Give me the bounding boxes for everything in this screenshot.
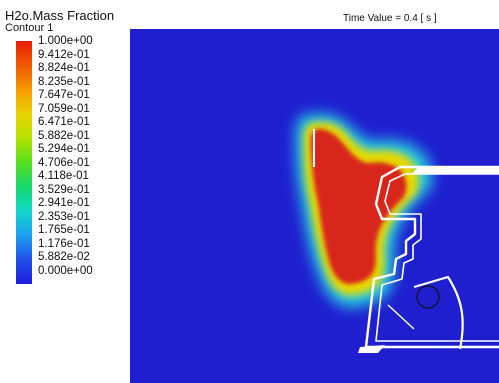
legend-tick-label: 1.176e-01	[38, 237, 90, 250]
legend-tick-label: 1.765e-01	[38, 224, 90, 236]
legend-tick-label: 0.000e+00	[38, 264, 93, 277]
inlet-wall	[313, 129, 315, 167]
concentration-plume	[295, 113, 432, 308]
legend-tick-label: 5.882e-01	[38, 129, 90, 142]
legend-tick-label: 1.000e+00	[38, 35, 93, 47]
legend-tick-label: 8.235e-01	[38, 75, 90, 88]
legend-tick-label: 3.529e-01	[38, 183, 90, 196]
geometry-outline	[359, 165, 499, 350]
legend-tick-label: 4.706e-01	[38, 156, 90, 169]
contour-plot[interactable]	[130, 29, 499, 383]
legend-tick-label: 8.824e-01	[38, 62, 90, 74]
legend-color-bar	[16, 41, 32, 284]
legend-tick-label: 7.059e-01	[38, 102, 90, 115]
time-value-label: Time Value = 0.4 [ s ]	[343, 13, 437, 24]
legend-tick-label: 7.647e-01	[38, 89, 90, 101]
legend-tick-label: 6.471e-01	[38, 116, 90, 128]
legend-labels: 1.000e+00 9.412e-01 8.824e-01 8.235e-01 7.64…	[38, 35, 93, 278]
wall-strips	[313, 129, 499, 353]
legend-tick-label: 4.118e-01	[38, 170, 89, 182]
plume-inner-layer	[310, 128, 407, 285]
contour-label: Contour 1	[5, 22, 54, 34]
contour-title: H2o.Mass Fraction Contour 1	[5, 9, 114, 34]
contour-plot-canvas	[295, 113, 499, 353]
legend-tick-label: 2.353e-01	[38, 210, 90, 223]
legend-tick-label: 9.412e-01	[38, 48, 90, 61]
variable-title: H2o.Mass Fraction	[5, 8, 115, 23]
legend-tick-label: 2.941e-01	[38, 197, 90, 209]
legend-tick-label: 5.882e-02	[38, 251, 90, 263]
legend-tick-label: 5.294e-01	[38, 143, 90, 155]
